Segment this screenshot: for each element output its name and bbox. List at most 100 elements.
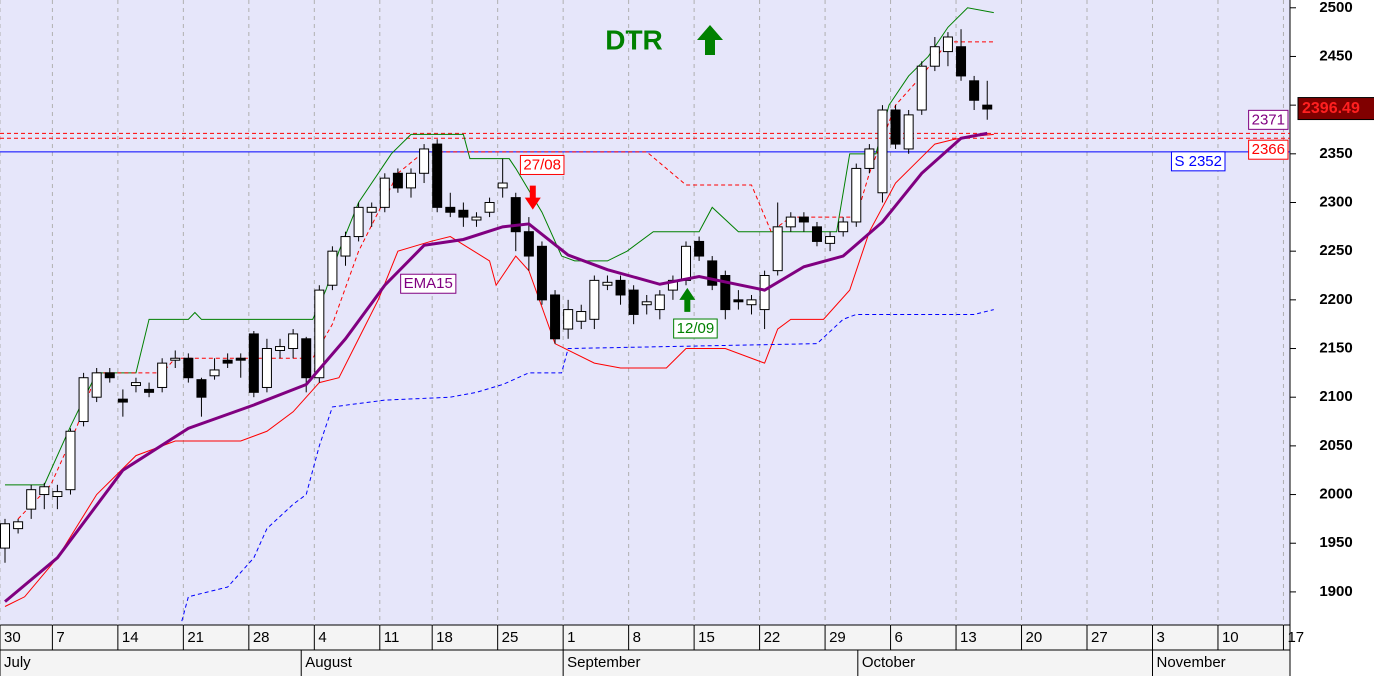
last-price: 2396.49 bbox=[1302, 100, 1360, 117]
candle-body bbox=[26, 489, 37, 510]
month-label: October bbox=[862, 654, 915, 671]
indicator-line bbox=[181, 309, 994, 622]
candle-body bbox=[52, 491, 63, 497]
indicator-line bbox=[4, 133, 994, 607]
candle-body bbox=[982, 104, 993, 110]
candle-body bbox=[785, 216, 796, 228]
x-tick-label: 8 bbox=[633, 629, 641, 646]
candle-body bbox=[811, 226, 822, 242]
y-tick-label: 2350 bbox=[1319, 145, 1352, 162]
x-tick-label: 14 bbox=[122, 629, 139, 646]
y-tick-label: 2500 bbox=[1319, 0, 1352, 16]
candle-body bbox=[536, 245, 547, 301]
candle-body bbox=[222, 359, 233, 364]
legend-label-box bbox=[400, 273, 457, 294]
candle-body bbox=[916, 65, 927, 111]
candle-body bbox=[130, 382, 141, 387]
y-tick-label: 2250 bbox=[1319, 242, 1352, 259]
month-label: July bbox=[4, 654, 31, 671]
level-label-text: 2371 bbox=[1252, 111, 1285, 128]
candle-body bbox=[327, 250, 338, 286]
candle-body bbox=[550, 294, 561, 340]
candle-body bbox=[903, 114, 914, 150]
x-tick-label: 17 bbox=[1287, 629, 1304, 646]
annotation: 12/09 bbox=[673, 318, 718, 339]
candle-body bbox=[196, 379, 207, 398]
candle-body bbox=[825, 236, 836, 244]
candle-body bbox=[65, 430, 76, 491]
candle-body bbox=[772, 226, 783, 272]
candle-body bbox=[497, 182, 508, 189]
x-tick-label: 18 bbox=[436, 629, 453, 646]
x-tick-label: 4 bbox=[318, 629, 326, 646]
candle-body bbox=[510, 197, 521, 233]
candle-body bbox=[563, 309, 574, 330]
candle-body bbox=[261, 348, 272, 388]
candle-body bbox=[144, 388, 155, 393]
month-label: September bbox=[567, 654, 640, 671]
x-tick-label: 21 bbox=[187, 629, 204, 646]
x-tick-label: 7 bbox=[56, 629, 64, 646]
x-tick-label: 15 bbox=[698, 629, 715, 646]
candle-body bbox=[170, 357, 181, 361]
month-label: November bbox=[1156, 654, 1225, 671]
level-label-box bbox=[1170, 151, 1226, 172]
indicator-line bbox=[5, 7, 994, 486]
plot-area bbox=[0, 0, 1290, 625]
candle-body bbox=[720, 275, 731, 311]
candle-body bbox=[641, 301, 652, 306]
candle-body bbox=[576, 311, 587, 322]
candle-body bbox=[615, 279, 626, 296]
annotation-text: 27/08 bbox=[523, 156, 561, 173]
x-tick-label: 3 bbox=[1156, 629, 1164, 646]
annotation-box bbox=[519, 154, 565, 175]
x-tick-label: 27 bbox=[1091, 629, 1108, 646]
candle-body bbox=[654, 294, 665, 311]
candle-body bbox=[209, 369, 220, 377]
last-price-box bbox=[1297, 97, 1374, 121]
x-tick-label: 10 bbox=[1222, 629, 1239, 646]
candle-body bbox=[379, 177, 390, 208]
y-tick-label: 2050 bbox=[1319, 437, 1352, 454]
candle-body bbox=[694, 240, 705, 257]
level-label-text: S 2352 bbox=[1174, 153, 1222, 170]
y-tick-label: 2100 bbox=[1319, 388, 1352, 405]
x-tick-label: 29 bbox=[829, 629, 846, 646]
candle-body bbox=[314, 289, 325, 379]
candle-body bbox=[117, 398, 128, 403]
candle-body bbox=[353, 206, 364, 238]
x-tick-label: 28 bbox=[253, 629, 270, 646]
candle-body bbox=[589, 279, 600, 320]
y-tick-label: 2450 bbox=[1319, 47, 1352, 64]
candle-body bbox=[838, 221, 849, 233]
y-tick-label: 2300 bbox=[1319, 193, 1352, 210]
level-label-box bbox=[1248, 139, 1289, 160]
candle-body bbox=[458, 209, 469, 218]
candle-body bbox=[445, 206, 456, 213]
candle-body bbox=[432, 143, 443, 208]
candle-body bbox=[681, 245, 692, 281]
y-tick-label: 2000 bbox=[1319, 486, 1352, 503]
candle-body bbox=[248, 333, 259, 393]
level-label-text: 2366 bbox=[1252, 141, 1285, 158]
candle-body bbox=[13, 521, 24, 530]
x-tick-label: 13 bbox=[960, 629, 977, 646]
candle-body bbox=[798, 216, 809, 223]
annotation-text: 12/09 bbox=[677, 320, 715, 337]
legend-label: EMA15 bbox=[400, 273, 457, 294]
candle-body bbox=[419, 148, 430, 174]
annotation: 27/08 bbox=[519, 154, 565, 175]
candle-body bbox=[890, 109, 901, 145]
candle-body bbox=[929, 46, 940, 67]
candle-body bbox=[235, 357, 246, 361]
candle-body bbox=[392, 172, 403, 189]
candle-body bbox=[942, 36, 953, 53]
y-tick-label: 1900 bbox=[1319, 583, 1352, 600]
candle-body bbox=[707, 260, 718, 286]
annotation-box bbox=[673, 318, 718, 339]
x-tick-label: 6 bbox=[895, 629, 903, 646]
chart-title: DTR bbox=[605, 24, 663, 55]
title-arrow bbox=[697, 25, 723, 55]
candle-body bbox=[39, 486, 50, 496]
